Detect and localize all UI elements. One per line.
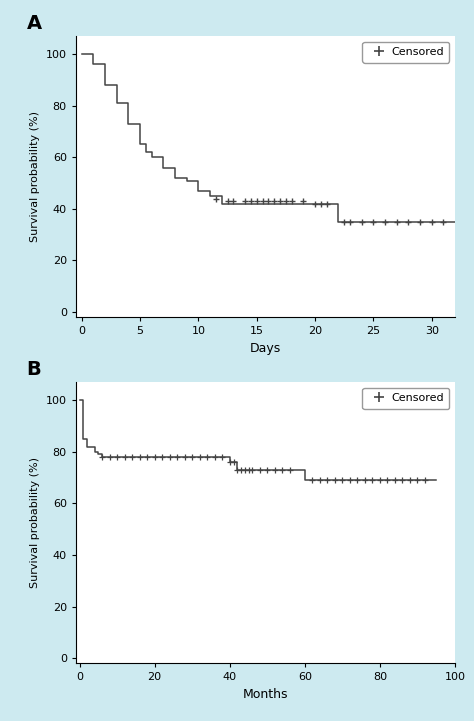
- Legend: Censored: Censored: [363, 42, 449, 63]
- Y-axis label: Survival probability (%): Survival probability (%): [30, 457, 40, 588]
- Y-axis label: Survival probability (%): Survival probability (%): [30, 111, 40, 242]
- Text: B: B: [27, 360, 41, 379]
- X-axis label: Days: Days: [250, 342, 281, 355]
- Text: A: A: [27, 14, 42, 32]
- X-axis label: Months: Months: [243, 688, 288, 701]
- Legend: Censored: Censored: [363, 388, 449, 409]
